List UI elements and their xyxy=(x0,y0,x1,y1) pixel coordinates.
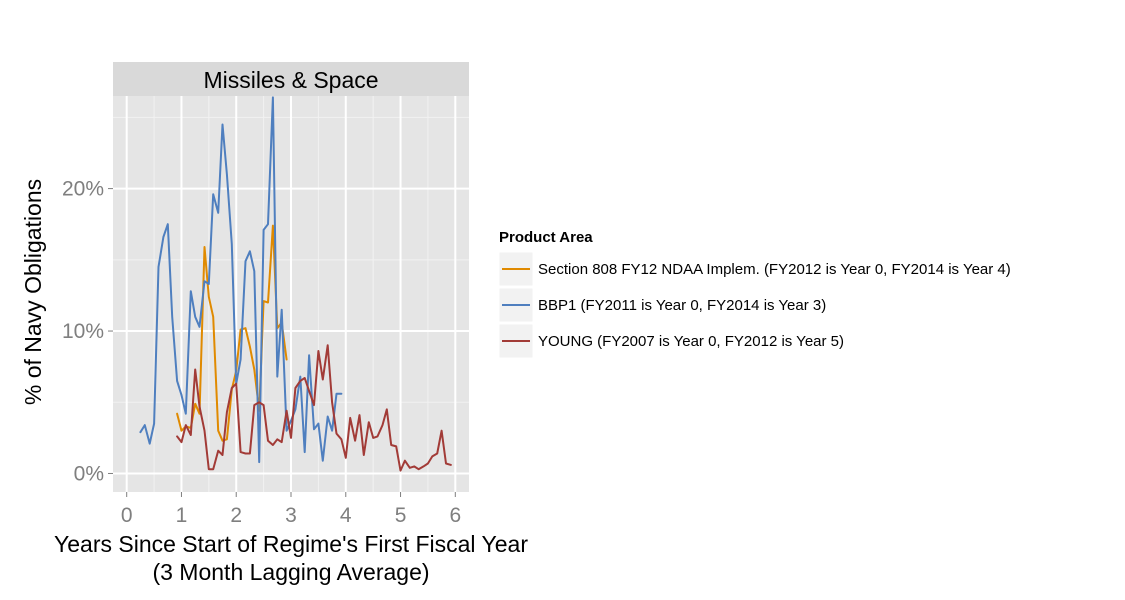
y-tick-label: 10% xyxy=(62,320,104,343)
facet-strip xyxy=(113,62,469,96)
series-lines xyxy=(139,96,452,472)
x-axis-title: Years Since Start of Regime's First Fisc… xyxy=(54,531,528,557)
y-axis: 0% 10% 20% xyxy=(62,178,113,485)
legend: Section 808 FY12 NDAA Implem. (FY2012 is… xyxy=(498,251,1011,359)
y-axis-title: % of Navy Obligations xyxy=(20,179,46,405)
x-tick-label: 0 xyxy=(121,504,133,527)
legend-label-1: BBP1 (FY2011 is Year 0, FY2014 is Year 3… xyxy=(538,297,826,314)
legend-label-0: Section 808 FY12 NDAA Implem. (FY2012 is… xyxy=(538,261,1011,278)
series-line-2 xyxy=(176,344,452,472)
y-tick-label: 20% xyxy=(62,178,104,201)
x-tick-label: 4 xyxy=(340,504,352,527)
x-tick-label: 2 xyxy=(230,504,242,527)
x-tick-label: 1 xyxy=(176,504,188,527)
x-tick-label: 6 xyxy=(449,504,461,527)
legend-title: Product Area xyxy=(499,229,593,246)
y-tick-label: 0% xyxy=(74,462,104,485)
x-tick-label: 3 xyxy=(285,504,297,527)
x-tick-label: 5 xyxy=(395,504,407,527)
x-axis-subtitle: (3 Month Lagging Average) xyxy=(152,559,429,585)
facet-strip-label: Missiles & Space xyxy=(203,67,378,93)
legend-label-2: YOUNG (FY2007 is Year 0, FY2012 is Year … xyxy=(538,333,844,350)
x-axis: 0 1 2 3 4 5 6 xyxy=(121,492,461,527)
